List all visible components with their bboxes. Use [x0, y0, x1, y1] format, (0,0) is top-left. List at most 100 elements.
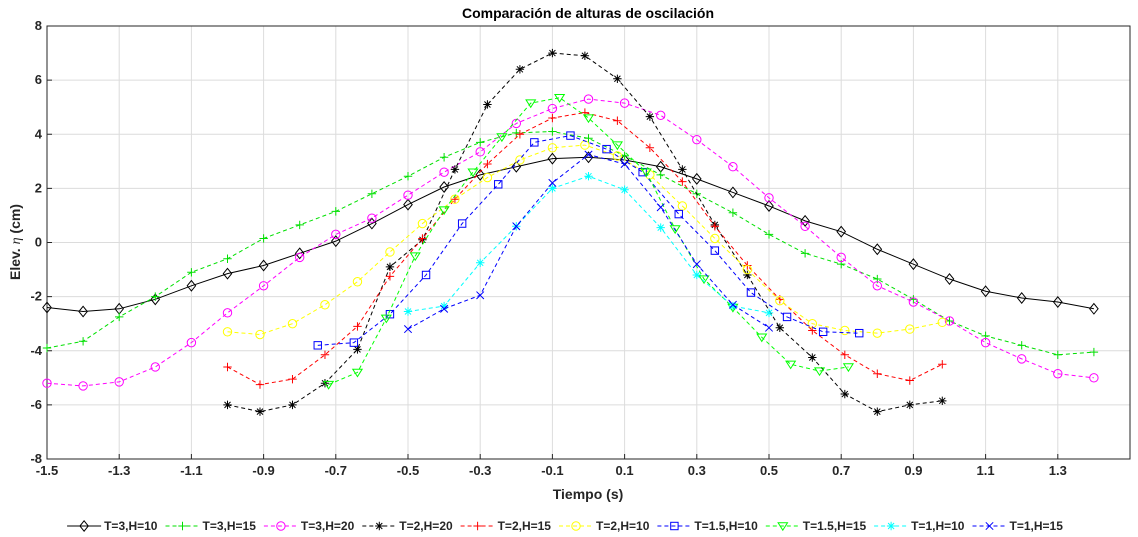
- data-point-asterisk: [728, 301, 738, 311]
- data-point-plus: [331, 207, 340, 216]
- data-point-circle: [1089, 373, 1099, 383]
- series-7: [313, 131, 864, 350]
- legend-item-1: T=3,H=10: [67, 519, 158, 533]
- data-point-asterisk: [288, 400, 297, 410]
- data-point-x: [476, 291, 485, 300]
- data-point-plus: [548, 127, 557, 136]
- data-point-triangle: [756, 333, 768, 343]
- data-point-diamond: [691, 172, 702, 185]
- data-point-square: [349, 338, 359, 347]
- data-point-square: [602, 144, 611, 154]
- data-point-circle: [222, 327, 233, 337]
- data-point-square: [421, 270, 431, 280]
- data-point-circle: [417, 218, 428, 229]
- data-point-x: [692, 260, 701, 269]
- data-point-asterisk: [886, 521, 896, 531]
- legend-label: T=2,H=15: [498, 519, 552, 533]
- data-point-plus: [678, 177, 687, 186]
- data-point-circle: [320, 300, 330, 310]
- legend-label: T=2,H=10: [596, 519, 650, 533]
- data-point-circle: [475, 147, 485, 157]
- data-point-triangle: [777, 522, 789, 532]
- data-point-asterisk: [808, 353, 817, 362]
- series-10: [403, 150, 774, 334]
- data-point-diamond: [836, 225, 847, 238]
- series-line: [328, 97, 849, 386]
- data-point-diamond: [403, 198, 413, 211]
- legend-label: T=3,H=15: [203, 519, 257, 533]
- data-point-circle: [511, 118, 521, 129]
- data-point-asterisk: [255, 407, 265, 416]
- data-point-circle: [872, 328, 882, 338]
- data-point-diamond: [222, 267, 233, 280]
- data-point-plus: [288, 374, 297, 384]
- data-point-x: [764, 323, 774, 332]
- data-point-plus: [656, 170, 665, 180]
- y-axis-label-suffix: (cm): [7, 204, 23, 237]
- data-point-asterisk: [645, 112, 655, 121]
- data-point-circle: [150, 362, 161, 372]
- data-point-circle: [905, 324, 915, 334]
- plot-area: [46, 25, 1131, 460]
- data-point-triangle: [813, 367, 826, 377]
- data-point-circle: [1053, 369, 1063, 379]
- data-point-triangle: [669, 225, 681, 235]
- data-point-asterisk: [439, 301, 449, 311]
- data-point-plus: [483, 159, 492, 169]
- data-point-x: [620, 159, 629, 169]
- data-point-circle: [980, 337, 991, 348]
- legend-label: T=3,H=10: [104, 519, 158, 533]
- series-1: [42, 151, 1099, 318]
- data-point-diamond: [186, 279, 197, 292]
- data-point-diamond: [330, 235, 341, 248]
- data-point-circle: [656, 110, 666, 121]
- x-tick-label: 0.7: [832, 463, 850, 478]
- data-point-asterisk: [764, 308, 774, 318]
- x-tick-label: -0.3: [469, 463, 491, 478]
- data-point-x: [440, 304, 449, 313]
- series-2: [42, 127, 1099, 360]
- data-point-triangle: [322, 380, 335, 390]
- data-point-circle: [352, 277, 363, 287]
- legend-item-7: T=1.5,H=10: [657, 519, 758, 533]
- data-point-circle: [840, 325, 850, 336]
- data-point-plus: [439, 153, 449, 162]
- data-point-diamond: [619, 153, 630, 166]
- data-point-diamond: [258, 259, 269, 272]
- data-point-circle: [807, 318, 818, 329]
- legend-item-3: T=3,H=20: [263, 519, 355, 533]
- y-axis-label: Elev. η (cm): [7, 204, 24, 280]
- series-9: [403, 171, 774, 318]
- grid: [46, 25, 1130, 460]
- x-tick-label: -1.3: [108, 463, 130, 478]
- y-axis-label-prefix: Elev.: [7, 244, 23, 280]
- data-point-asterisk: [450, 165, 460, 174]
- data-point-x: [656, 203, 665, 212]
- data-point-triangle: [380, 314, 392, 324]
- x-tick-label: -0.9: [252, 463, 274, 478]
- data-point-asterisk: [548, 184, 557, 193]
- data-point-x: [985, 521, 994, 531]
- data-point-asterisk: [692, 270, 701, 280]
- data-point-plus: [645, 143, 655, 152]
- y-tick-label: -4: [30, 343, 42, 358]
- data-point-asterisk: [584, 171, 593, 181]
- legend-item-6: T=2,H=10: [559, 519, 650, 533]
- data-point-plus: [320, 350, 330, 360]
- data-point-plus: [178, 521, 187, 531]
- data-point-plus: [512, 128, 521, 138]
- x-tick-label: -1.1: [180, 463, 202, 478]
- data-point-circle: [710, 233, 720, 244]
- data-point-asterisk: [223, 400, 232, 410]
- data-point-diamond: [1089, 302, 1099, 315]
- data-point-asterisk: [548, 48, 557, 58]
- data-point-plus: [764, 230, 774, 239]
- data-point-diamond: [944, 273, 955, 286]
- x-tick-label: -1.5: [36, 463, 58, 478]
- data-point-plus: [938, 360, 947, 369]
- legend-label: T=1,H=10: [911, 519, 965, 533]
- data-point-triangle: [611, 141, 623, 151]
- data-point-plus: [367, 189, 377, 198]
- data-point-asterisk: [403, 307, 413, 316]
- data-point-diamond: [42, 301, 52, 314]
